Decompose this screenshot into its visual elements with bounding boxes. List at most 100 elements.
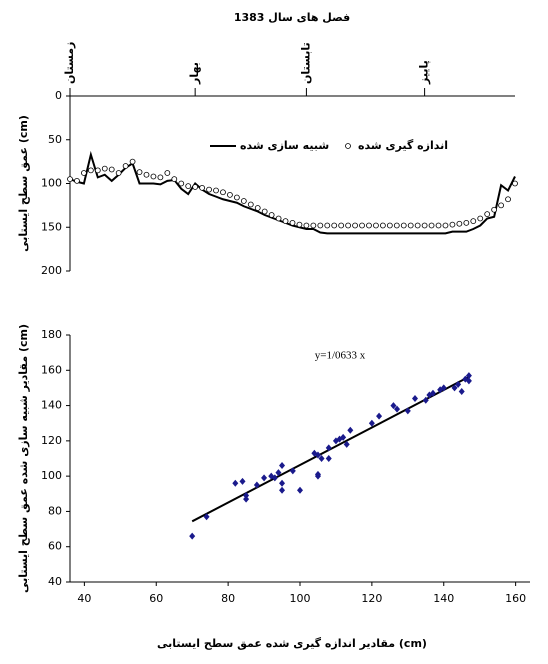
data-point bbox=[324, 222, 331, 229]
data-point bbox=[81, 170, 87, 176]
data-point bbox=[318, 455, 325, 462]
data-point bbox=[484, 211, 491, 218]
data-point bbox=[451, 384, 458, 392]
data-point bbox=[279, 479, 286, 487]
data-point bbox=[456, 220, 463, 227]
data-point bbox=[331, 222, 338, 229]
data-point bbox=[189, 532, 196, 540]
y-axis-label: عمق سطح ایستابی (cm) bbox=[17, 115, 30, 252]
data-point bbox=[303, 222, 310, 229]
data-point bbox=[379, 222, 386, 229]
x-tick-label: 140 bbox=[433, 592, 454, 605]
data-point bbox=[74, 177, 80, 184]
data-point bbox=[171, 176, 178, 183]
y-tick-label: 100 bbox=[41, 469, 62, 482]
chart-title: فصل های سال 1383 bbox=[234, 11, 350, 24]
y-tick-label: 100 bbox=[41, 177, 62, 190]
data-point bbox=[412, 395, 418, 403]
data-point bbox=[325, 455, 332, 462]
data-point bbox=[458, 387, 465, 395]
data-point bbox=[465, 372, 472, 380]
data-point bbox=[122, 163, 129, 169]
data-point bbox=[449, 221, 456, 228]
data-point bbox=[220, 189, 226, 196]
x-tick-label: 100 bbox=[290, 592, 311, 605]
data-point bbox=[136, 169, 143, 176]
data-point bbox=[435, 222, 442, 229]
y-tick-label: 60 bbox=[48, 540, 62, 553]
data-point bbox=[243, 495, 250, 503]
data-point bbox=[463, 219, 470, 226]
x-tick-label: 80 bbox=[221, 592, 235, 605]
y-tick-label: 200 bbox=[41, 264, 62, 277]
data-point bbox=[393, 222, 400, 229]
data-point bbox=[227, 191, 233, 198]
data-point bbox=[376, 412, 383, 420]
data-point bbox=[386, 222, 393, 229]
data-point bbox=[426, 391, 433, 399]
data-point bbox=[253, 481, 260, 489]
data-point bbox=[261, 208, 268, 215]
data-point bbox=[390, 402, 397, 410]
data-point bbox=[239, 477, 246, 485]
y-tick-label: 160 bbox=[41, 363, 62, 376]
data-point bbox=[129, 158, 136, 165]
data-point bbox=[317, 222, 324, 229]
data-point bbox=[164, 170, 171, 176]
data-point bbox=[279, 486, 286, 494]
data-point bbox=[314, 472, 321, 480]
data-point bbox=[254, 205, 261, 211]
data-point bbox=[206, 186, 212, 193]
data-point bbox=[157, 174, 164, 181]
data-point bbox=[404, 407, 411, 415]
x-axis-label: مقادیر اندازه گیری شده عمق سطح ایستابی (… bbox=[157, 637, 427, 650]
data-point bbox=[192, 184, 199, 190]
data-point bbox=[498, 202, 504, 209]
y-tick-label: 180 bbox=[41, 328, 62, 341]
data-point bbox=[94, 167, 101, 174]
data-point bbox=[271, 474, 278, 482]
data-point bbox=[512, 180, 518, 187]
data-point bbox=[314, 451, 321, 459]
x-tick-label: 160 bbox=[505, 592, 526, 605]
data-point bbox=[428, 222, 435, 229]
data-point bbox=[178, 180, 185, 187]
annotation: y=1/0633 x bbox=[315, 350, 366, 362]
data-point bbox=[233, 194, 240, 201]
legend-swatch bbox=[345, 143, 351, 149]
x-tick-label: 40 bbox=[77, 592, 91, 605]
x-tick-label: 120 bbox=[361, 592, 382, 605]
data-point bbox=[491, 206, 498, 213]
y-tick-label: 140 bbox=[41, 399, 62, 412]
data-point bbox=[115, 170, 122, 176]
data-point bbox=[352, 222, 358, 229]
data-point bbox=[325, 444, 332, 452]
y-axis-label: مقادیر شبیه سازی شده عمق سطح ایستابی (cm… bbox=[17, 324, 30, 593]
data-point bbox=[347, 426, 354, 434]
x-tick-label: زمستان bbox=[63, 42, 76, 84]
y-tick-label: 50 bbox=[48, 133, 62, 146]
data-point bbox=[442, 222, 449, 229]
data-point bbox=[343, 440, 350, 448]
y-tick-label: 120 bbox=[41, 434, 62, 447]
data-point bbox=[279, 462, 286, 470]
x-tick-label: تابستان bbox=[299, 42, 312, 84]
data-point bbox=[268, 212, 275, 218]
data-point bbox=[470, 218, 477, 225]
data-point bbox=[143, 171, 150, 178]
y-tick-label: 150 bbox=[41, 220, 62, 233]
data-point bbox=[232, 479, 239, 487]
data-point bbox=[407, 222, 414, 229]
data-point bbox=[150, 173, 157, 180]
data-point bbox=[421, 222, 428, 229]
data-point bbox=[243, 492, 250, 500]
data-point bbox=[359, 222, 365, 229]
data-point bbox=[505, 196, 511, 203]
data-point bbox=[240, 198, 247, 204]
data-point bbox=[261, 474, 268, 482]
data-point bbox=[289, 219, 296, 226]
x-tick-label: بهار bbox=[188, 62, 201, 85]
data-point bbox=[366, 222, 372, 229]
data-point bbox=[108, 166, 115, 173]
data-point bbox=[400, 222, 407, 229]
